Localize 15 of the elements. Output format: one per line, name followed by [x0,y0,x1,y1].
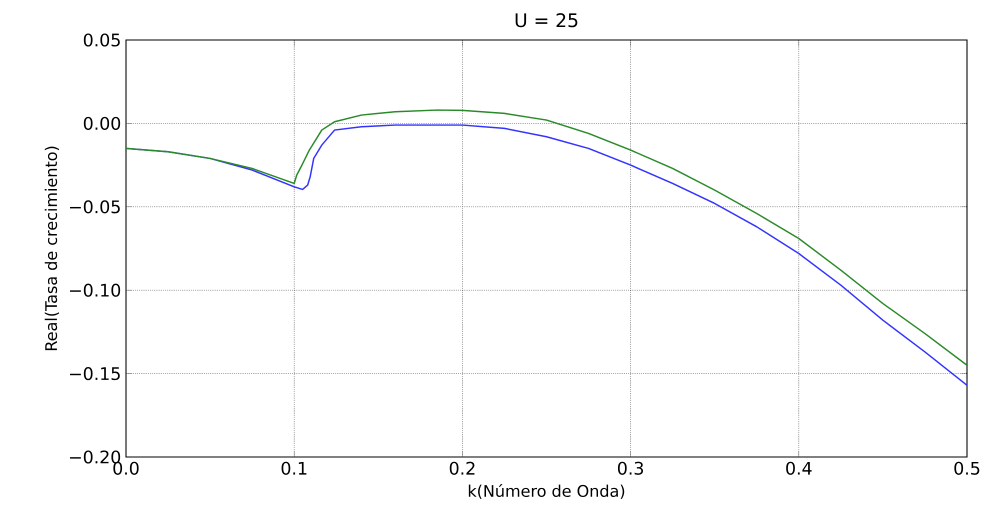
x-tick-label: 0.4 [786,462,812,475]
y-tick-label: −0.10 [70,284,120,297]
chart-title: U = 25 [516,13,578,28]
y-tick-label: −0.20 [70,450,120,464]
y-tick-label: 0.05 [84,33,120,47]
x-tick-label: 0.3 [618,462,643,475]
y-tick-label: 0.00 [84,116,120,130]
x-tick-label: 0.0 [113,462,139,475]
x-axis-title: k(Número de Onda) [468,484,624,499]
x-tick-label: 0.5 [954,462,980,475]
y-tick-label: −0.15 [70,367,120,380]
y-tick-label: −0.05 [70,200,120,214]
x-tick-label: 0.2 [450,462,474,475]
x-tick-label: 0.1 [282,462,306,475]
y-axis-title: Real(Tasa de crecimiento) [44,146,60,350]
